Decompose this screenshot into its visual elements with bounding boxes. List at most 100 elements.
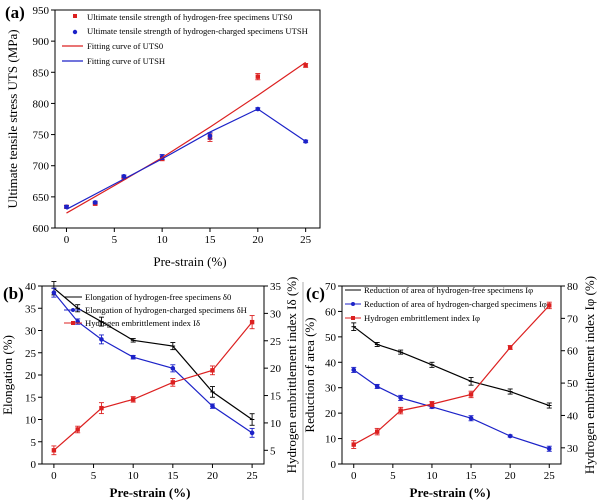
data-point: [51, 448, 57, 453]
x-tick-label: 15: [204, 234, 216, 246]
series-line: [66, 108, 306, 210]
legend-phih: Reduction of area of hydrogen-charged sp…: [364, 299, 547, 309]
x-tick-label: 10: [157, 234, 169, 246]
y-tick-label: 850: [33, 67, 50, 79]
x-tick-label: 5: [91, 470, 97, 482]
x-tick-label: 0: [64, 234, 70, 246]
x-tick-label: 25: [247, 470, 259, 482]
panel-b-label: (b): [3, 284, 24, 303]
panel-a-legend: Ultimate tensile strength of hydrogen-fr…: [62, 12, 308, 66]
panel-a-label: (a): [5, 3, 25, 22]
y2-tick-label: 30: [567, 443, 579, 455]
y-tick-label: 5: [31, 437, 37, 449]
data-point: [92, 200, 98, 205]
data-point: [170, 380, 176, 385]
data-point: [170, 366, 176, 371]
y-tick-label: 60: [325, 306, 337, 318]
y-tick-label: 50: [325, 332, 337, 344]
y-tick-label: 700: [33, 161, 50, 173]
y-tick-label: 35: [25, 303, 37, 315]
y-tick-label: 650: [33, 192, 50, 204]
data-point: [249, 319, 255, 325]
x-tick-label: 5: [112, 234, 118, 246]
x-tick-label: 20: [207, 470, 219, 482]
y-tick-label: 20: [25, 370, 37, 382]
y2-tick-label: 30: [270, 308, 282, 320]
y2-tick-label: 25: [270, 336, 282, 348]
panel-c-plot-frame: [341, 285, 562, 465]
x-tick-label: 15: [466, 470, 478, 482]
x-tick-label: 10: [426, 470, 438, 482]
x-tick-label: 20: [252, 234, 264, 246]
legend-deltah: Elongation of hydrogen-charged specimens…: [85, 305, 247, 315]
series-line: [353, 326, 550, 407]
panel-c-xlabel: Pre-strain (%): [410, 485, 491, 500]
y-tick-label: 25: [25, 348, 37, 360]
y-tick-label: 40: [25, 281, 37, 293]
data-point: [75, 427, 80, 432]
panel-b-y2label: Hydrogen embrittlement index Iδ (%): [284, 277, 299, 474]
legend-marker-utsh: [72, 29, 78, 35]
panel-c-y2label: Hydrogen embrittlement index Iφ (%): [582, 276, 597, 474]
data-point: [130, 354, 136, 360]
data-point: [99, 405, 104, 411]
data-point: [398, 408, 403, 413]
y2-tick-label: 5: [270, 445, 276, 457]
panel-c-ylabel: Reduction of area (%): [302, 317, 317, 432]
y-tick-label: 30: [25, 326, 37, 338]
data-point: [351, 442, 356, 447]
x-tick-label: 25: [544, 470, 556, 482]
panel-a-plot-frame: [54, 9, 321, 229]
y-tick-label: 15: [25, 392, 37, 404]
series-line: [66, 61, 306, 214]
data-point: [429, 401, 435, 407]
data-point: [547, 303, 552, 308]
data-point: [210, 368, 215, 373]
y-tick-label: 70: [325, 281, 337, 293]
legend-marker-idelta: [71, 321, 75, 325]
y-tick-label: 10: [25, 415, 37, 427]
panel-b-ylabel: Elongation (%): [0, 335, 15, 415]
data-point: [351, 367, 357, 373]
panel-b-legend: Elongation of hydrogen-free specimens δ0…: [64, 292, 247, 328]
series-line: [353, 305, 550, 446]
legend-uts0: Ultimate tensile strength of hydrogen-fr…: [87, 12, 292, 22]
y-tick-label: 0: [331, 459, 337, 471]
x-tick-label: 20: [505, 470, 517, 482]
legend-marker-deltah: [71, 308, 75, 312]
data-point: [99, 337, 104, 342]
legend-marker-iphi: [351, 316, 355, 320]
y2-tick-label: 70: [567, 313, 579, 325]
data-point: [51, 290, 57, 295]
data-point: [546, 446, 552, 452]
legend-marker-phih: [351, 302, 355, 306]
data-point: [398, 395, 403, 401]
legend-fit-utsh: Fitting curve of UTSH: [87, 56, 165, 66]
x-tick-label: 25: [300, 234, 312, 246]
panel-b-xlabel: Pre-strain (%): [110, 485, 191, 500]
y2-tick-label: 20: [270, 363, 282, 375]
legend-utsh: Ultimate tensile strength of hydrogen-ch…: [87, 26, 308, 36]
y2-tick-label: 50: [567, 378, 579, 390]
data-point: [121, 174, 127, 179]
data-point: [374, 384, 380, 389]
y2-tick-label: 40: [567, 410, 579, 422]
data-point: [507, 433, 513, 439]
y2-tick-label: 80: [567, 281, 579, 293]
data-point: [130, 397, 136, 402]
panel-b: (b) 0 5 10 15 20 25 30 35 40 5 10 15 20 25 30 35 0 5 10 1…: [0, 277, 299, 500]
y-tick-label: 750: [33, 130, 50, 142]
y-tick-label: 0: [31, 459, 37, 471]
x-tick-label: 5: [390, 470, 396, 482]
x-tick-label: 10: [128, 470, 140, 482]
panel-c-label: (c): [306, 284, 325, 303]
y-tick-label: 30: [325, 383, 337, 395]
y-tick-label: 10: [325, 434, 337, 446]
y2-tick-label: 35: [270, 281, 282, 293]
y2-tick-label: 15: [270, 391, 282, 403]
panel-a-ylabel: Ultimate tensile stress UTS (MPa): [5, 29, 20, 208]
legend-delta0: Elongation of hydrogen-free specimens δ0: [85, 292, 231, 302]
y-tick-label: 40: [325, 357, 337, 369]
